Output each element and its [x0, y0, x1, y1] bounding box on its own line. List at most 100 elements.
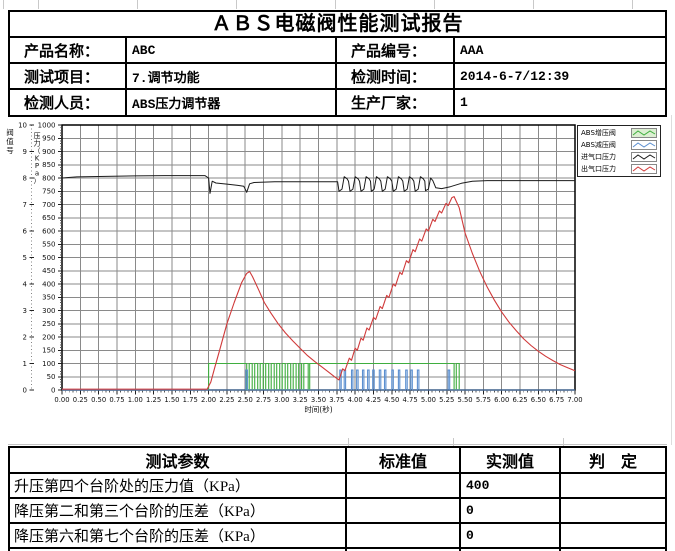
svg-text:10: 10 — [18, 121, 27, 129]
value-manufacturer: 1 — [460, 95, 468, 110]
legend-item-inlet-pressure: 进气口压力 — [578, 151, 660, 163]
svg-text:6.00: 6.00 — [494, 396, 509, 404]
legend-swatch-inlet-pressure — [631, 152, 657, 162]
product-info-table: 产品名称： ABC 产品编号： AAA 测试项目： 7.调节功能 检测时间： 2… — [8, 36, 667, 117]
svg-text:2.50: 2.50 — [238, 396, 253, 404]
svg-text:7.00: 7.00 — [567, 396, 582, 404]
svg-text:650: 650 — [42, 214, 55, 222]
results-header-judge: 判 定 — [561, 448, 665, 474]
svg-text:9: 9 — [23, 148, 27, 156]
result-measured: 400 — [461, 474, 561, 499]
svg-text:900: 900 — [42, 148, 55, 156]
svg-text:0.75: 0.75 — [109, 396, 124, 404]
legend-label: ABS减压阀 — [581, 141, 616, 149]
svg-text:3.75: 3.75 — [329, 396, 344, 404]
svg-text:2.25: 2.25 — [219, 396, 234, 404]
result-judge — [561, 499, 665, 524]
svg-text:6.75: 6.75 — [549, 396, 564, 404]
svg-text:450: 450 — [42, 267, 55, 275]
legend-item-boost-valve: ABS增压阀 — [578, 127, 660, 139]
result-judge — [561, 474, 665, 499]
result-standard — [347, 474, 461, 499]
legend-label: 出气口压力 — [581, 165, 616, 173]
result-standard — [347, 499, 461, 524]
result-param: 降压第二和第三个台阶的压差（KPa） — [10, 499, 347, 524]
svg-text:6: 6 — [23, 227, 28, 235]
legend-item-outlet-pressure: 出气口压力 — [578, 163, 660, 175]
result-judge — [561, 524, 665, 549]
result-param-clipped — [10, 549, 347, 551]
result-standard — [347, 524, 461, 549]
svg-text:3: 3 — [23, 307, 27, 315]
label-product-name: 产品名称： — [10, 38, 127, 64]
svg-text:0: 0 — [51, 386, 55, 394]
svg-text:2: 2 — [23, 333, 27, 341]
svg-text:）: ） — [34, 177, 41, 185]
svg-text:5.25: 5.25 — [439, 396, 454, 404]
svg-text:6.25: 6.25 — [512, 396, 527, 404]
result-param: 降压第六和第七个台阶的压差（KPa） — [10, 524, 347, 549]
svg-text:1.50: 1.50 — [164, 396, 179, 404]
svg-text:（: （ — [34, 147, 41, 155]
svg-text:800: 800 — [42, 174, 55, 182]
legend-item-release-valve: ABS减压阀 — [578, 139, 660, 151]
svg-text:350: 350 — [42, 294, 55, 302]
svg-text:a: a — [35, 170, 39, 178]
results-header-measured: 实测值 — [461, 448, 561, 474]
result-measured: 0 — [461, 524, 561, 549]
legend-label: 进气口压力 — [581, 153, 616, 161]
svg-text:5.00: 5.00 — [421, 396, 436, 404]
svg-text:50: 50 — [47, 373, 56, 381]
svg-text:100: 100 — [42, 360, 55, 368]
svg-text:600: 600 — [42, 227, 55, 235]
svg-text:850: 850 — [42, 161, 55, 169]
svg-text:K: K — [35, 155, 40, 163]
svg-text:4.25: 4.25 — [366, 396, 381, 404]
svg-text:300: 300 — [42, 307, 55, 315]
svg-text:压: 压 — [34, 132, 41, 140]
value-inspector: ABS压力调节器 — [127, 90, 337, 115]
label-manufacturer: 生产厂家： — [337, 90, 455, 115]
svg-text:0.25: 0.25 — [73, 396, 88, 404]
svg-text:0.00: 0.00 — [54, 396, 69, 404]
results-header-param: 测试参数 — [10, 448, 347, 474]
svg-text:4.75: 4.75 — [403, 396, 418, 404]
svg-text:750: 750 — [42, 188, 55, 196]
svg-text:2.00: 2.00 — [201, 396, 216, 404]
svg-text:0: 0 — [23, 386, 27, 394]
svg-text:8: 8 — [23, 174, 27, 182]
value-product-number: AAA — [455, 38, 665, 64]
svg-text:4.50: 4.50 — [384, 396, 399, 404]
report-title: ＡＢＳ电磁阀性能测试报告 — [8, 10, 667, 38]
pressure-time-chart: 0.00 0.25 0.50 0.75 1.00 1.25 1.50 1.75 2.00 2.25… — [6, 121, 582, 414]
svg-text:3.50: 3.50 — [311, 396, 326, 404]
svg-text:1.00: 1.00 — [128, 396, 143, 404]
svg-text:550: 550 — [42, 241, 55, 249]
svg-text:1.25: 1.25 — [146, 396, 161, 404]
svg-text:6.50: 6.50 — [531, 396, 546, 404]
svg-text:500: 500 — [42, 254, 55, 262]
label-test-time: 检测时间： — [337, 64, 455, 90]
legend-swatch-release-valve — [631, 140, 657, 150]
svg-text:力: 力 — [34, 139, 41, 148]
svg-text:1.75: 1.75 — [183, 396, 198, 404]
svg-text:250: 250 — [42, 320, 55, 328]
legend-label: ABS增压阀 — [581, 129, 616, 137]
svg-text:4.00: 4.00 — [348, 396, 363, 404]
result-param: 升压第四个台阶处的压力值（KPa） — [10, 474, 347, 499]
svg-text:号: 号 — [6, 146, 14, 155]
value-test-time: 2014-6-7/12:39 — [455, 64, 665, 90]
legend-swatch-outlet-pressure — [631, 164, 657, 174]
svg-text:700: 700 — [42, 201, 55, 209]
svg-text:400: 400 — [42, 280, 55, 288]
svg-text:5: 5 — [23, 254, 27, 262]
label-test-item: 测试项目： — [10, 64, 127, 90]
svg-text:150: 150 — [42, 347, 55, 355]
svg-text:950: 950 — [42, 135, 55, 143]
svg-text:0.50: 0.50 — [91, 396, 106, 404]
svg-text:阀: 阀 — [6, 128, 14, 137]
svg-text:7: 7 — [23, 201, 27, 209]
value-product-name: ABC — [127, 38, 337, 64]
svg-text:5.75: 5.75 — [476, 396, 491, 404]
